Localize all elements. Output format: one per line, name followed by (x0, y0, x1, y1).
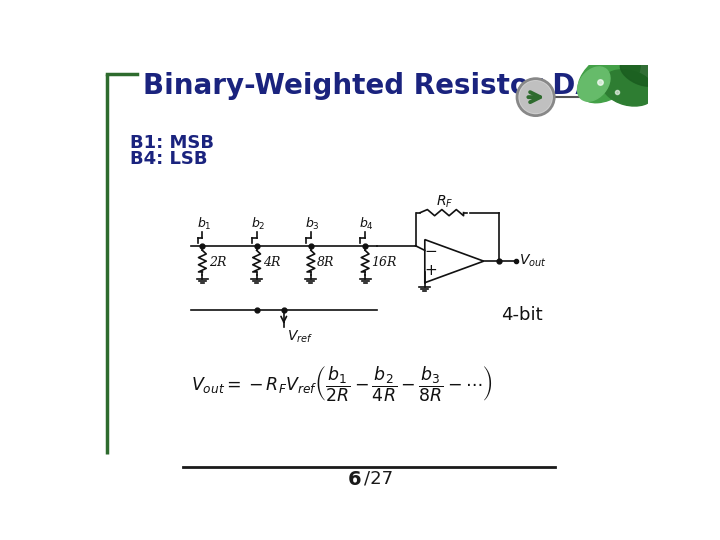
Ellipse shape (578, 50, 640, 103)
Text: B4: LSB: B4: LSB (130, 150, 208, 167)
Text: B1: MSB: B1: MSB (130, 134, 215, 152)
Text: $V_{out} = -R_F V_{ref}\left(\dfrac{b_1}{2R} - \dfrac{b_2}{4R} - \dfrac{b_3}{8R}: $V_{out} = -R_F V_{ref}\left(\dfrac{b_1}… (191, 364, 492, 404)
Text: 4R: 4R (263, 256, 280, 269)
Text: $b_4$: $b_4$ (359, 216, 374, 232)
Ellipse shape (602, 70, 655, 106)
Ellipse shape (577, 67, 610, 101)
Circle shape (517, 79, 554, 116)
Text: /27: /27 (364, 470, 393, 488)
Text: $V_{ref}$: $V_{ref}$ (287, 328, 313, 345)
Text: 4-bit: 4-bit (500, 306, 542, 324)
Text: $b_1$: $b_1$ (197, 216, 211, 232)
Text: 16R: 16R (372, 256, 397, 269)
Text: 2R: 2R (209, 256, 226, 269)
Circle shape (518, 80, 553, 114)
Text: 6: 6 (348, 470, 361, 489)
Text: −: − (425, 245, 437, 259)
Text: +: + (425, 263, 437, 278)
Text: $R_F$: $R_F$ (436, 194, 454, 210)
Text: 8R: 8R (317, 256, 335, 269)
Text: $V_{out}$: $V_{out}$ (518, 253, 546, 269)
Circle shape (520, 82, 551, 112)
Text: Binary-Weighted Resistor DAC: Binary-Weighted Resistor DAC (143, 72, 617, 100)
Ellipse shape (621, 59, 660, 86)
Text: $b_3$: $b_3$ (305, 216, 320, 232)
Text: $b_2$: $b_2$ (251, 216, 266, 232)
